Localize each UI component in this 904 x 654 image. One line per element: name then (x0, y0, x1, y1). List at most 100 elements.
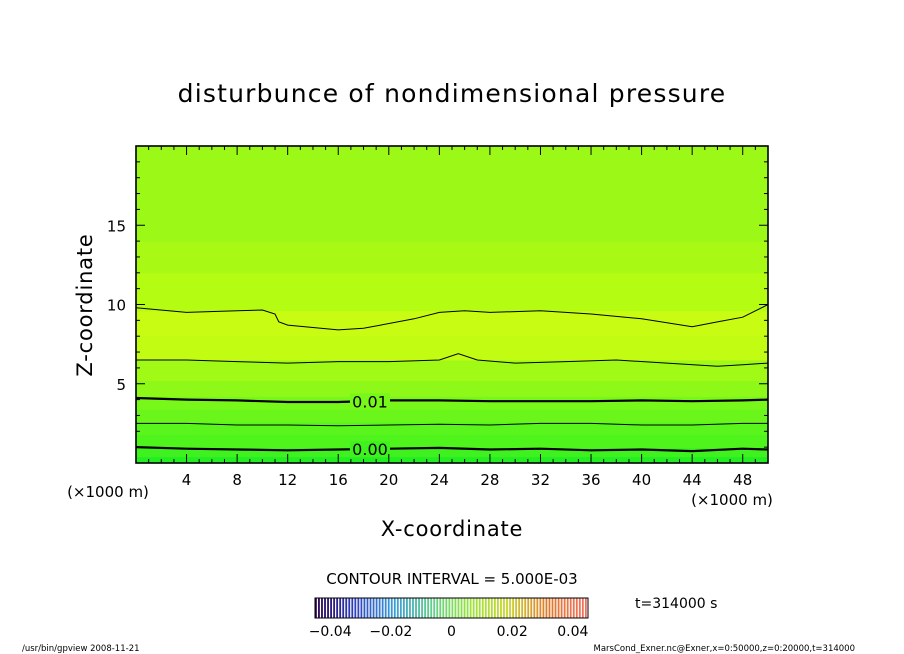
legend-swatch (381, 598, 384, 618)
x-tick-label: 32 (531, 471, 550, 489)
legend-swatch (572, 598, 575, 618)
legend-swatch (396, 598, 399, 618)
legend-swatch (409, 598, 411, 618)
legend-swatch (490, 598, 493, 618)
legend-swatch (375, 598, 378, 618)
legend-swatch (506, 598, 508, 618)
legend-swatch (578, 598, 581, 618)
x-unit-label-right: (×1000 m) (691, 491, 773, 509)
legend-swatch (542, 598, 545, 618)
legend-swatch (463, 598, 466, 618)
legend-swatch (415, 598, 417, 618)
legend-swatch (524, 598, 527, 618)
legend-swatch (584, 598, 587, 618)
legend-swatch (512, 598, 514, 618)
legend-swatch (548, 598, 551, 618)
legend-swatch (330, 598, 332, 618)
legend-swatch (345, 598, 348, 618)
legend-swatch (481, 598, 484, 618)
legend-swatch (402, 598, 405, 618)
x-tick-label: 44 (683, 471, 702, 489)
legend-swatch (575, 598, 578, 618)
x-tick-label: 12 (278, 471, 297, 489)
legend-swatch (472, 598, 475, 618)
legend-swatch (533, 598, 536, 618)
y-tick-label: 10 (107, 297, 126, 315)
contour-fill-bands (136, 146, 768, 464)
x-tick-label: 36 (581, 471, 600, 489)
legend-swatch (566, 598, 569, 618)
legend-swatch (418, 598, 420, 618)
contour-lines (135, 304, 769, 453)
legend-swatch (454, 598, 457, 618)
legend-swatch (327, 598, 329, 618)
legend-tick-labels: −0.04 −0.02 0 0.02 0.04 (309, 624, 589, 640)
color-legend (314, 597, 589, 619)
legend-swatch (424, 598, 427, 618)
contour-line-3 (136, 353, 769, 367)
legend-swatch (333, 598, 336, 618)
legend-swatch (360, 598, 363, 618)
legend-swatch (427, 598, 430, 618)
x-tick-label: 4 (182, 471, 192, 489)
y-tick-label: 15 (107, 217, 126, 235)
legend-swatch (460, 598, 463, 618)
contour-line-1 (136, 422, 768, 427)
legend-swatch (406, 598, 408, 618)
legend-swatch (569, 598, 572, 618)
legend-swatch (315, 598, 317, 618)
contour-line-2 (135, 396, 769, 404)
legend-swatch (497, 598, 499, 618)
legend-swatch (451, 598, 454, 618)
legend-swatch (390, 598, 393, 618)
legend-swatch (321, 598, 323, 618)
legend-swatch (387, 598, 390, 618)
legend-swatch (430, 598, 433, 618)
legend-swatch (515, 598, 518, 618)
legend-swatch (475, 598, 478, 618)
contour-fill-band-6 (136, 380, 768, 397)
legend-swatch (339, 598, 342, 618)
contour-fill-band-8 (136, 336, 768, 361)
legend-tick-label: 0.04 (557, 624, 588, 640)
legend-swatch (539, 598, 542, 618)
contour-fill-band-11 (136, 241, 768, 274)
legend-swatch (318, 598, 320, 618)
legend-swatch (527, 598, 530, 618)
contour-label-bg-0 (349, 441, 390, 458)
contour-label-2: 0.01 (352, 392, 388, 411)
legend-swatch (324, 598, 326, 618)
legend-swatch (545, 598, 548, 618)
legend-swatch (384, 598, 387, 618)
contour-fill-band-3 (136, 421, 768, 435)
footer-left: /usr/bin/gpview 2008-11-21 (22, 644, 140, 654)
x-unit-label-left: (×1000 m) (67, 483, 149, 501)
legend-swatch (557, 598, 560, 618)
legend-swatch (436, 598, 439, 618)
contour-fill-band-12 (136, 146, 768, 242)
legend-frame (314, 597, 589, 619)
time-label: t=314000 s (635, 596, 717, 612)
legend-swatch (581, 598, 584, 618)
legend-tick-label: −0.04 (309, 624, 352, 640)
legend-swatch (445, 598, 448, 618)
legend-swatch (563, 598, 566, 618)
x-tick-label: 24 (430, 471, 449, 489)
legend-swatch (503, 598, 505, 618)
legend-swatch (348, 598, 351, 618)
contour-fill-band-7 (136, 359, 768, 382)
legend-swatch (439, 598, 442, 618)
x-tick-label: 28 (480, 471, 499, 489)
legend-swatch (378, 598, 381, 618)
legend-swatch (521, 598, 524, 618)
legend-swatch (442, 598, 445, 618)
legend-swatch (478, 598, 481, 618)
legend-swatch (357, 598, 360, 618)
legend-swatch (399, 598, 402, 618)
contour-line-4 (135, 304, 769, 331)
legend-swatch (412, 598, 414, 618)
legend-swatch (393, 598, 396, 618)
contour-line-0 (135, 446, 769, 453)
